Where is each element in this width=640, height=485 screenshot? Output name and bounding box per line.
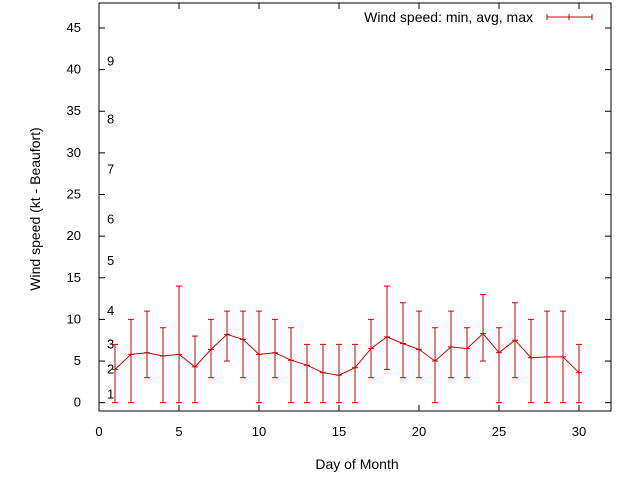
- x-tick-label: 25: [492, 424, 506, 439]
- x-tick-label: 20: [412, 424, 426, 439]
- y-tick-label: 0: [74, 395, 81, 410]
- beaufort-label: 8: [107, 112, 114, 127]
- y-tick-label: 30: [67, 145, 81, 160]
- beaufort-label: 5: [107, 253, 114, 268]
- error-bars-group: [112, 285, 582, 404]
- beaufort-label: 2: [107, 361, 114, 376]
- beaufort-label: 1: [107, 386, 114, 401]
- beaufort-label: 3: [107, 336, 114, 351]
- plot-border: [98, 2, 612, 412]
- x-tick-label: 30: [572, 424, 586, 439]
- avg-line-group: [112, 332, 582, 376]
- y-tick-label: 10: [67, 311, 81, 326]
- y-tick-label: 5: [74, 353, 81, 368]
- x-tick-label: 5: [175, 424, 182, 439]
- beaufort-label: 7: [107, 162, 114, 177]
- y-tick-label: 15: [67, 270, 81, 285]
- y-axis-label: Wind speed (kt - Beaufort): [27, 127, 43, 290]
- beaufort-label: 9: [107, 53, 114, 68]
- y-tick-label: 40: [67, 62, 81, 77]
- beaufort-label: 6: [107, 211, 114, 226]
- x-axis-label: Day of Month: [315, 456, 398, 472]
- legend-label: Wind speed: min, avg, max: [364, 9, 533, 25]
- y-tick-label: 25: [67, 187, 81, 202]
- x-tick-label: 0: [95, 424, 102, 439]
- y-tick-label: 35: [67, 103, 81, 118]
- x-tick-label: 15: [332, 424, 346, 439]
- x-tick-label: 10: [252, 424, 266, 439]
- y-tick-label: 45: [67, 20, 81, 35]
- y-tick-label: 20: [67, 228, 81, 243]
- legend-group: Wind speed: min, avg, max: [364, 9, 593, 25]
- axis-labels-group: Day of Month Wind speed (kt - Beaufort): [27, 127, 399, 472]
- beaufort-label: 4: [107, 303, 114, 318]
- avg-line: [114, 332, 580, 376]
- beaufort-annotations-group: 1 2 3 4 5 6 7 8 9: [107, 53, 114, 401]
